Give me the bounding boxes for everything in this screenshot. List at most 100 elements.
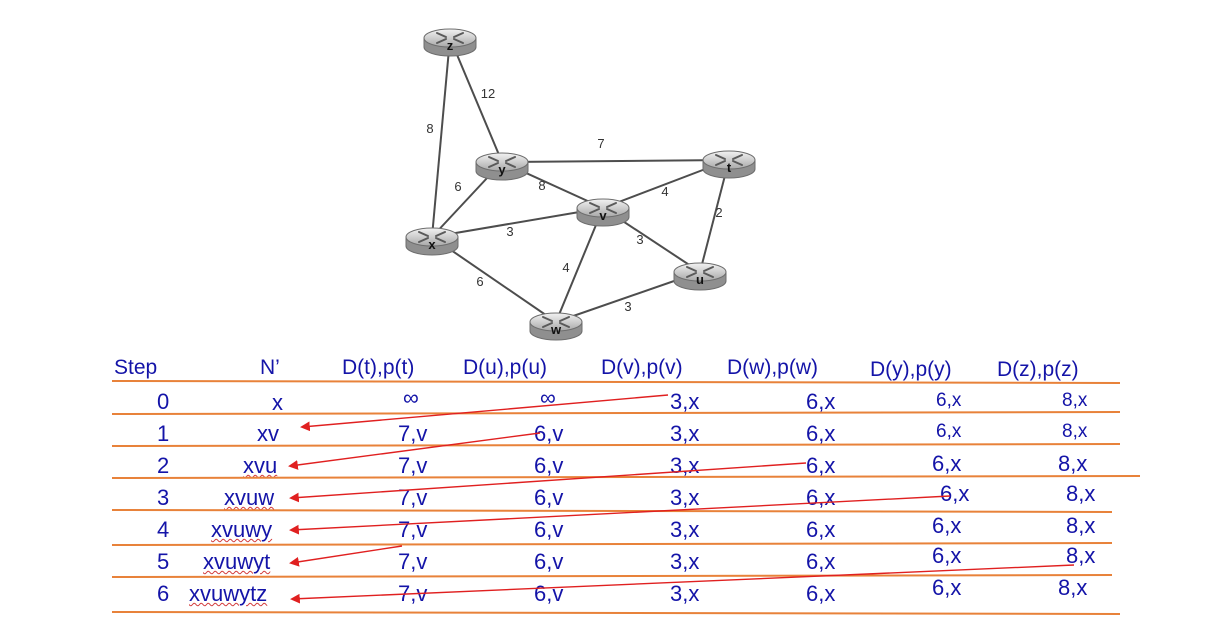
du-cell: 6,v bbox=[534, 549, 564, 574]
link-cost-label: 3 bbox=[636, 232, 643, 247]
dw-cell: 6,x bbox=[806, 549, 836, 574]
header-n-prime: N’ bbox=[260, 356, 280, 379]
dy-cell: 6,x bbox=[932, 543, 962, 568]
du-cell: 6,v bbox=[534, 517, 564, 542]
header-dt: D(t),p(t) bbox=[342, 356, 415, 379]
step-cell: 6 bbox=[157, 581, 170, 606]
header-dw: D(w),p(w) bbox=[727, 356, 818, 379]
header-dv: D(v),p(v) bbox=[601, 356, 683, 379]
router-icon bbox=[715, 154, 743, 166]
header-step: Step bbox=[114, 356, 158, 379]
dz-cell: 8,x bbox=[1066, 513, 1096, 538]
step-cell: 5 bbox=[157, 549, 170, 574]
link-cost-label: 4 bbox=[562, 260, 569, 275]
dy-cell: 6,x bbox=[932, 575, 962, 600]
router-t: t bbox=[702, 150, 756, 179]
link-cost-label: 6 bbox=[476, 274, 483, 289]
link-cost-label: 2 bbox=[715, 205, 722, 220]
router-w: w bbox=[529, 312, 583, 341]
dw-cell: 6,x bbox=[806, 485, 836, 510]
header-dz: D(z),p(z) bbox=[997, 358, 1079, 381]
n-prime-cell: xvuwyt bbox=[203, 549, 271, 574]
link-cost-label: 12 bbox=[481, 86, 495, 101]
dy-cell: 6,x bbox=[932, 513, 962, 538]
dy-cell: 6,x bbox=[940, 481, 970, 506]
dv-cell: 3,x bbox=[670, 453, 700, 478]
du-cell: 6,v bbox=[534, 453, 564, 478]
router-label: v bbox=[599, 208, 607, 223]
dz-cell: 8,x bbox=[1058, 451, 1088, 476]
n-prime-cell: xvuw bbox=[224, 485, 275, 510]
link-cost-label: 6 bbox=[454, 179, 461, 194]
header-dy: D(y),p(y) bbox=[870, 358, 952, 381]
dt-cell: 7,v bbox=[398, 453, 428, 478]
dz-cell: 8,x bbox=[1066, 481, 1096, 506]
step-cell: 3 bbox=[157, 485, 170, 510]
router-u: u bbox=[673, 262, 727, 291]
router-v: v bbox=[576, 198, 630, 227]
step-cell: 1 bbox=[157, 421, 170, 446]
n-prime-cell: x bbox=[272, 390, 283, 415]
router-z: z bbox=[423, 28, 477, 57]
router-icon bbox=[488, 156, 516, 168]
router-label: z bbox=[447, 38, 454, 53]
step-cell: 2 bbox=[157, 453, 170, 478]
link-z-y bbox=[449, 37, 503, 163]
du-cell: 6,v bbox=[534, 485, 564, 510]
dv-cell: 3,x bbox=[670, 421, 700, 446]
dv-cell: 3,x bbox=[670, 389, 700, 414]
n-prime-cell: xvu bbox=[243, 453, 278, 478]
link-x-v bbox=[431, 207, 604, 238]
dw-cell: 6,x bbox=[806, 453, 836, 478]
dt-cell: 7,v bbox=[398, 485, 428, 510]
router-icon bbox=[686, 266, 714, 278]
dz-cell: 8,x bbox=[1062, 421, 1088, 442]
dw-cell: 6,x bbox=[806, 581, 836, 606]
link-cost-label: 8 bbox=[426, 121, 433, 136]
step-cell: 0 bbox=[157, 389, 170, 414]
dt-cell: 7,v bbox=[398, 549, 428, 574]
dv-cell: 3,x bbox=[670, 581, 700, 606]
dt-cell: 7,v bbox=[398, 517, 428, 542]
link-y-t bbox=[501, 159, 730, 163]
router-x: x bbox=[405, 227, 459, 256]
link-cost-label: 3 bbox=[624, 299, 631, 314]
router-label: x bbox=[428, 237, 436, 252]
dz-cell: 8,x bbox=[1066, 543, 1096, 568]
dy-cell: 6,x bbox=[936, 421, 962, 442]
link-z-x bbox=[431, 37, 451, 238]
router-label: t bbox=[727, 160, 732, 175]
router-icon bbox=[418, 231, 446, 243]
router-y: y bbox=[475, 152, 529, 181]
network-graph: 12 8 7 6 8 4 2 3 6 4 3 3 z y t v x u w bbox=[405, 28, 756, 341]
router-label: u bbox=[696, 272, 704, 287]
du-cell: 6,v bbox=[534, 581, 564, 606]
du-cell: ∞ bbox=[540, 385, 556, 410]
du-cell: 6,v bbox=[534, 421, 564, 446]
router-icon bbox=[436, 32, 464, 44]
router-icon bbox=[542, 316, 570, 328]
dv-cell: 3,x bbox=[670, 549, 700, 574]
dt-cell: ∞ bbox=[403, 385, 419, 410]
dt-cell: 7,v bbox=[398, 581, 428, 606]
dv-cell: 3,x bbox=[670, 485, 700, 510]
dw-cell: 6,x bbox=[806, 517, 836, 542]
link-cost-label: 8 bbox=[538, 178, 545, 193]
link-cost-label: 3 bbox=[506, 224, 513, 239]
dv-cell: 3,x bbox=[670, 517, 700, 542]
router-icon bbox=[589, 202, 617, 214]
link-t-u bbox=[699, 159, 730, 273]
dw-cell: 6,x bbox=[806, 389, 836, 414]
dz-cell: 8,x bbox=[1062, 390, 1088, 411]
link-v-w bbox=[555, 207, 604, 323]
header-du: D(u),p(u) bbox=[463, 356, 548, 379]
dy-cell: 6,x bbox=[936, 390, 962, 411]
link-cost-label: 4 bbox=[661, 184, 668, 199]
step-cell: 4 bbox=[157, 517, 170, 542]
dy-cell: 6,x bbox=[932, 451, 962, 476]
router-label: w bbox=[550, 322, 562, 337]
dw-cell: 6,x bbox=[806, 421, 836, 446]
dz-cell: 8,x bbox=[1058, 575, 1088, 600]
link-cost-label: 7 bbox=[597, 136, 604, 151]
